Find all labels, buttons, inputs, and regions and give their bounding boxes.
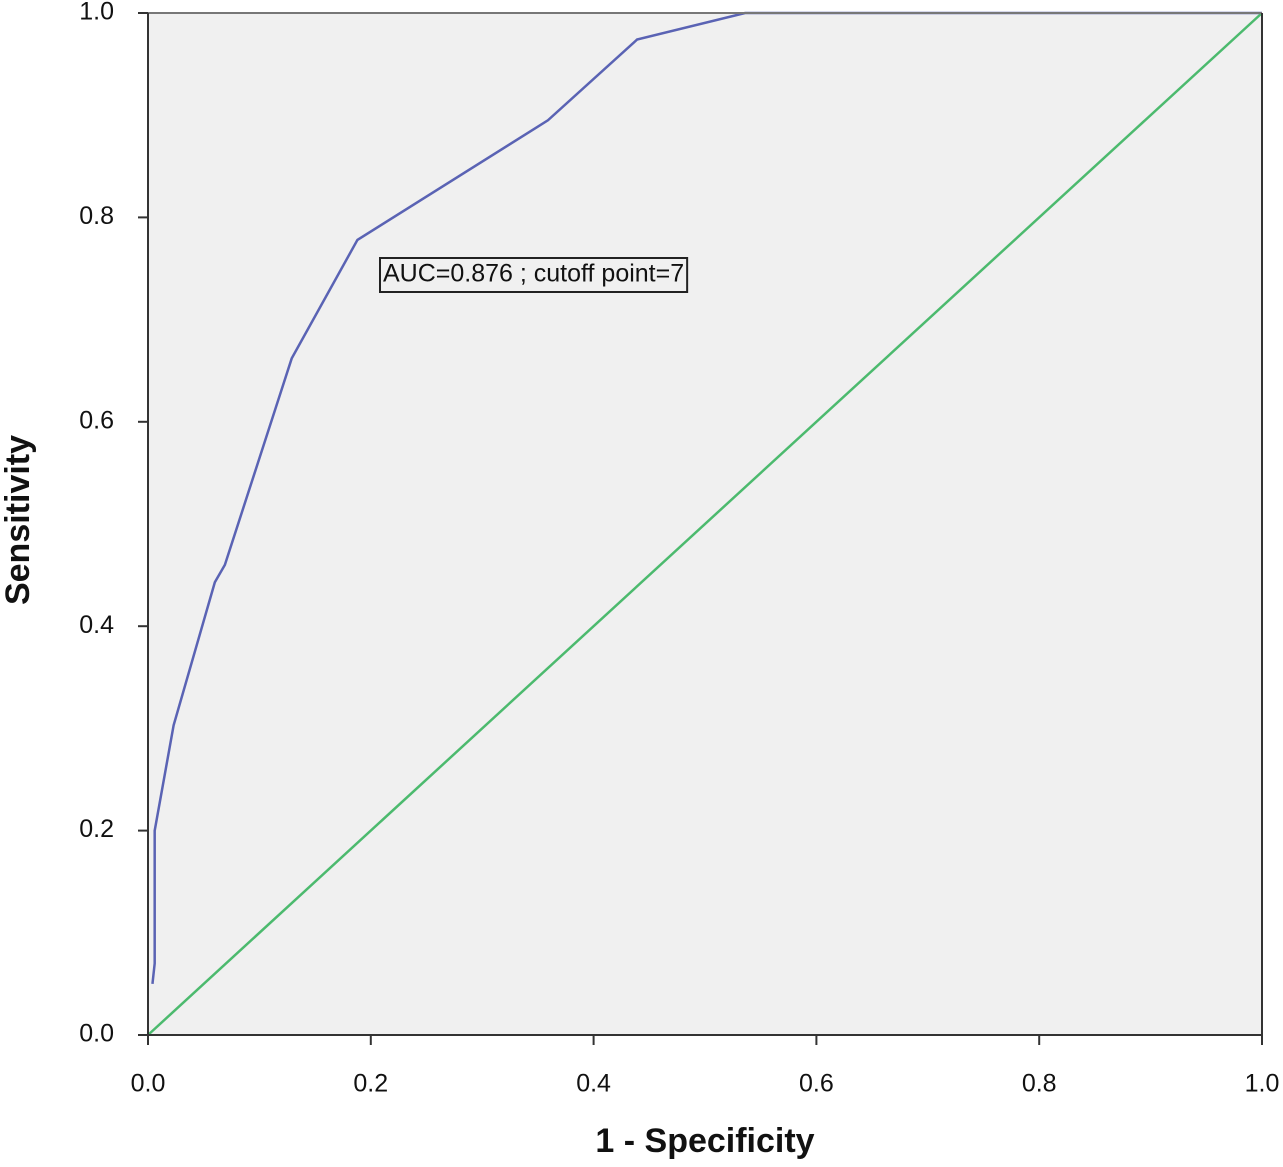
x-tick-label: 0.4	[576, 1070, 611, 1098]
y-axis-label: Sensitivity	[0, 435, 37, 605]
roc-line	[151, 11, 1262, 985]
y-tick-label: 0.4	[79, 611, 114, 639]
x-tick-label: 0.6	[799, 1070, 834, 1098]
x-tick-label: 1.0	[1245, 1070, 1280, 1098]
roc-line	[147, 12, 1263, 1036]
y-tick-label: 1.0	[79, 0, 114, 26]
x-axis-label: 1 - Specificity	[595, 1122, 814, 1160]
x-tick-label: 0.0	[131, 1070, 166, 1098]
annotation: AUC=0.876 ; cutoff point=7	[383, 260, 684, 288]
y-tick-label: 0.0	[79, 1020, 114, 1048]
y-tick-label: 0.6	[79, 406, 114, 434]
x-tick-label: 0.2	[353, 1070, 388, 1098]
annotation-box	[379, 257, 689, 293]
y-tick-label: 0.2	[79, 815, 114, 843]
y-tick-label: 0.8	[79, 202, 114, 230]
x-tick-label: 0.8	[1022, 1070, 1057, 1098]
